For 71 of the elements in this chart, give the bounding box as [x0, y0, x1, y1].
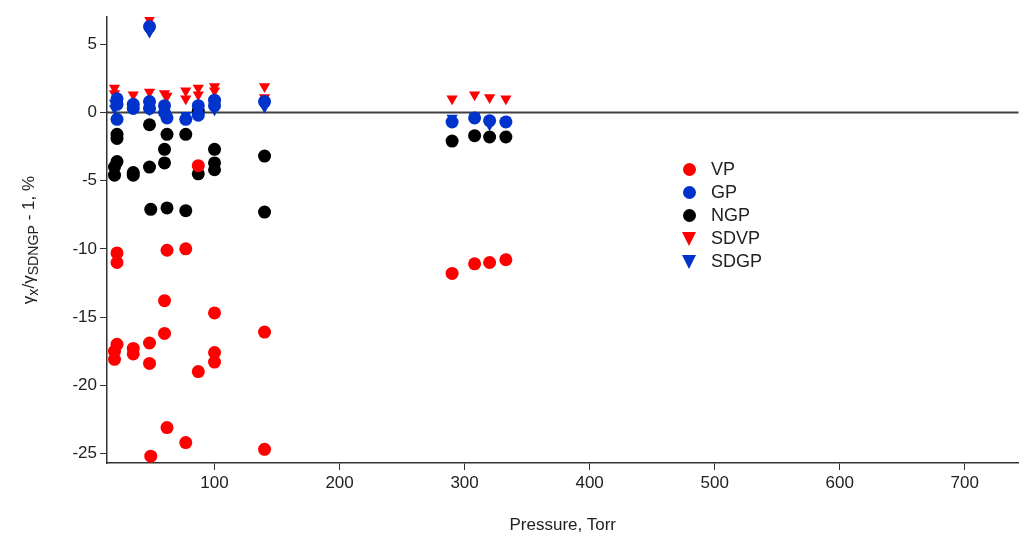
- point: [445, 115, 459, 129]
- point: [144, 202, 158, 216]
- point: [158, 142, 172, 156]
- point: [110, 256, 124, 270]
- point: [179, 127, 193, 141]
- legend-label: SDVP: [711, 228, 761, 249]
- y-tick-label: -5: [81, 170, 97, 190]
- y-tick-label: -25: [72, 443, 97, 463]
- point: [258, 205, 272, 219]
- x-tick-label: 400: [575, 472, 604, 492]
- point: [208, 142, 222, 156]
- legend-label: SDGP: [711, 251, 763, 272]
- point: [108, 168, 121, 182]
- y-tick-label: -15: [72, 306, 97, 326]
- point: [191, 108, 205, 122]
- point: [483, 94, 496, 104]
- point: [143, 118, 157, 132]
- point: [258, 325, 272, 339]
- point: [143, 356, 157, 370]
- point: [499, 130, 513, 144]
- point: [446, 95, 458, 106]
- point: [143, 336, 157, 350]
- point: [468, 257, 482, 271]
- point: [258, 95, 272, 109]
- point: [483, 256, 497, 270]
- point: [143, 160, 157, 174]
- legend-label: VP: [711, 159, 736, 180]
- point: [158, 294, 172, 308]
- point: [258, 149, 272, 163]
- point: [160, 127, 174, 141]
- point: [258, 83, 271, 94]
- point: [191, 365, 205, 379]
- point: [160, 243, 174, 257]
- point: [143, 20, 157, 34]
- point: [160, 201, 174, 215]
- point: [180, 95, 192, 106]
- point: [468, 91, 481, 102]
- point: [499, 253, 513, 267]
- point: [258, 442, 272, 456]
- point: [179, 242, 193, 256]
- legend-label: NGP: [711, 205, 751, 226]
- point: [179, 436, 193, 450]
- x-tick-label: 200: [325, 472, 354, 492]
- point: [160, 111, 174, 125]
- point: [500, 95, 512, 106]
- point: [158, 326, 172, 340]
- y-tick-label: 0: [87, 102, 97, 122]
- point: [468, 129, 482, 143]
- x-tick-label: 700: [950, 472, 979, 492]
- point: [160, 421, 174, 435]
- point: [179, 112, 193, 126]
- point: [191, 159, 205, 173]
- point: [483, 130, 497, 144]
- point: [179, 204, 193, 218]
- x-tick-label: 300: [450, 472, 479, 492]
- point: [144, 449, 158, 463]
- x-tick-label: 500: [700, 472, 729, 492]
- point: [110, 112, 124, 126]
- point: [483, 114, 497, 128]
- y-tick-label: 5: [87, 33, 97, 53]
- x-tick-label: 100: [200, 472, 229, 492]
- legend-label: GP: [711, 182, 738, 203]
- point: [208, 355, 222, 369]
- y-tick-label: -10: [72, 238, 97, 258]
- x-axis-title: Pressure, Torr: [509, 515, 617, 535]
- y-tick-label: -20: [72, 374, 97, 394]
- point: [445, 266, 459, 280]
- point: [208, 306, 222, 320]
- point: [445, 134, 459, 148]
- x-tick-label: 600: [825, 472, 854, 492]
- point: [158, 156, 172, 170]
